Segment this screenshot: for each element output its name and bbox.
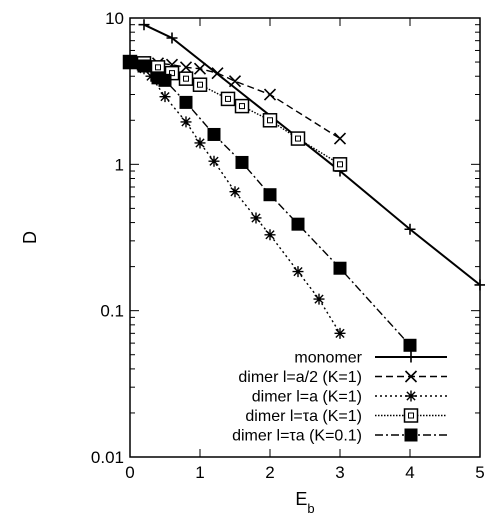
star-marker	[208, 155, 220, 167]
legend-entry: dimer l=τa (K=1)	[245, 408, 447, 425]
open-square-marker-inner	[267, 117, 273, 124]
filled-square-marker	[235, 155, 249, 169]
y-tick-label: 0.01	[91, 448, 124, 467]
legend-label: dimer l=τa (K=0.1)	[232, 428, 362, 445]
cross-marker	[404, 370, 418, 383]
open-square-marker	[332, 157, 348, 172]
cross-marker	[333, 132, 347, 145]
open-square-marker	[178, 71, 194, 86]
series-line	[130, 61, 341, 140]
x-tick-label: 5	[475, 463, 484, 482]
open-square-marker	[290, 131, 306, 146]
y-tick-label: 10	[105, 9, 124, 28]
x-tick-label: 0	[125, 463, 134, 482]
filled-square-marker	[333, 261, 347, 275]
open-square-marker-inner	[337, 161, 343, 168]
plus-marker	[404, 223, 416, 235]
legend: monomer dimer l=a/2 (K=1) dimer l=a (K=1) d…	[232, 350, 447, 445]
axis-ticks-layer: 0 1 2 3 4 5 10 1 0.1 0.01	[91, 9, 485, 482]
star-marker	[292, 266, 304, 278]
open-square-marker	[220, 91, 236, 107]
filled-square-marker	[403, 338, 417, 352]
x-tick-label: 1	[195, 463, 204, 482]
filled-square-marker	[137, 59, 151, 73]
cross-marker	[193, 62, 207, 75]
star-marker	[313, 293, 325, 305]
open-square-marker	[262, 113, 278, 128]
star-marker	[405, 390, 417, 402]
plus-marker	[405, 351, 417, 363]
legend-entry: monomer	[294, 350, 447, 367]
open-square-marker-inner	[295, 135, 301, 142]
chart-marks-layer	[122, 19, 485, 352]
star-marker	[180, 116, 192, 128]
plus-marker	[138, 19, 150, 31]
open-square-marker	[234, 98, 250, 114]
cross-marker	[228, 75, 242, 88]
filled-square-marker	[404, 428, 418, 442]
star-marker	[145, 70, 157, 82]
filled-square-marker	[207, 127, 221, 141]
star-marker	[250, 212, 262, 224]
open-square-marker	[192, 77, 208, 92]
y-tick-label: 0.1	[100, 302, 124, 321]
star-marker	[229, 186, 241, 198]
open-square-marker-inner	[225, 95, 231, 102]
open-square-marker-inner	[155, 64, 161, 71]
x-tick-label: 4	[405, 463, 414, 482]
legend-entry: dimer l=τa (K=0.1)	[232, 428, 447, 445]
x-axis-label-subscript: b	[307, 501, 314, 515]
y-tick-label: 1	[115, 155, 124, 174]
x-tick-label: 3	[335, 463, 344, 482]
plot-frame	[129, 17, 481, 458]
filled-square-marker	[179, 95, 193, 109]
open-square-marker	[403, 408, 419, 423]
legend-label: dimer l=a (K=1)	[252, 389, 362, 406]
open-square-marker-inner	[183, 75, 189, 82]
filled-square-marker	[263, 188, 277, 202]
cross-marker	[179, 61, 193, 74]
filled-square-marker	[158, 73, 172, 87]
x-axis-label: Eb	[295, 489, 314, 515]
filled-square-marker	[291, 217, 305, 231]
star-marker	[194, 137, 206, 149]
legend-entry: dimer l=a (K=1)	[252, 389, 447, 406]
open-square-marker-inner	[197, 81, 203, 88]
star-marker	[159, 91, 171, 103]
star-marker	[334, 327, 346, 339]
legend-label: dimer l=a/2 (K=1)	[238, 369, 362, 386]
open-square-marker-inner	[169, 70, 175, 77]
legend-entry: dimer l=a/2 (K=1)	[238, 369, 447, 386]
legend-label: monomer	[294, 350, 362, 367]
cross-marker	[263, 88, 277, 101]
open-square-marker-inner	[239, 103, 245, 110]
cross-marker	[211, 67, 224, 80]
plus-marker	[166, 32, 178, 44]
star-marker	[264, 229, 276, 241]
x-axis-label-main: E	[295, 489, 307, 509]
legend-label: dimer l=τa (K=1)	[245, 408, 362, 425]
series-4	[123, 55, 417, 352]
open-square-marker-inner	[408, 412, 414, 419]
x-tick-label: 2	[265, 463, 274, 482]
series-0	[138, 19, 485, 291]
y-axis-label: D	[20, 231, 40, 244]
